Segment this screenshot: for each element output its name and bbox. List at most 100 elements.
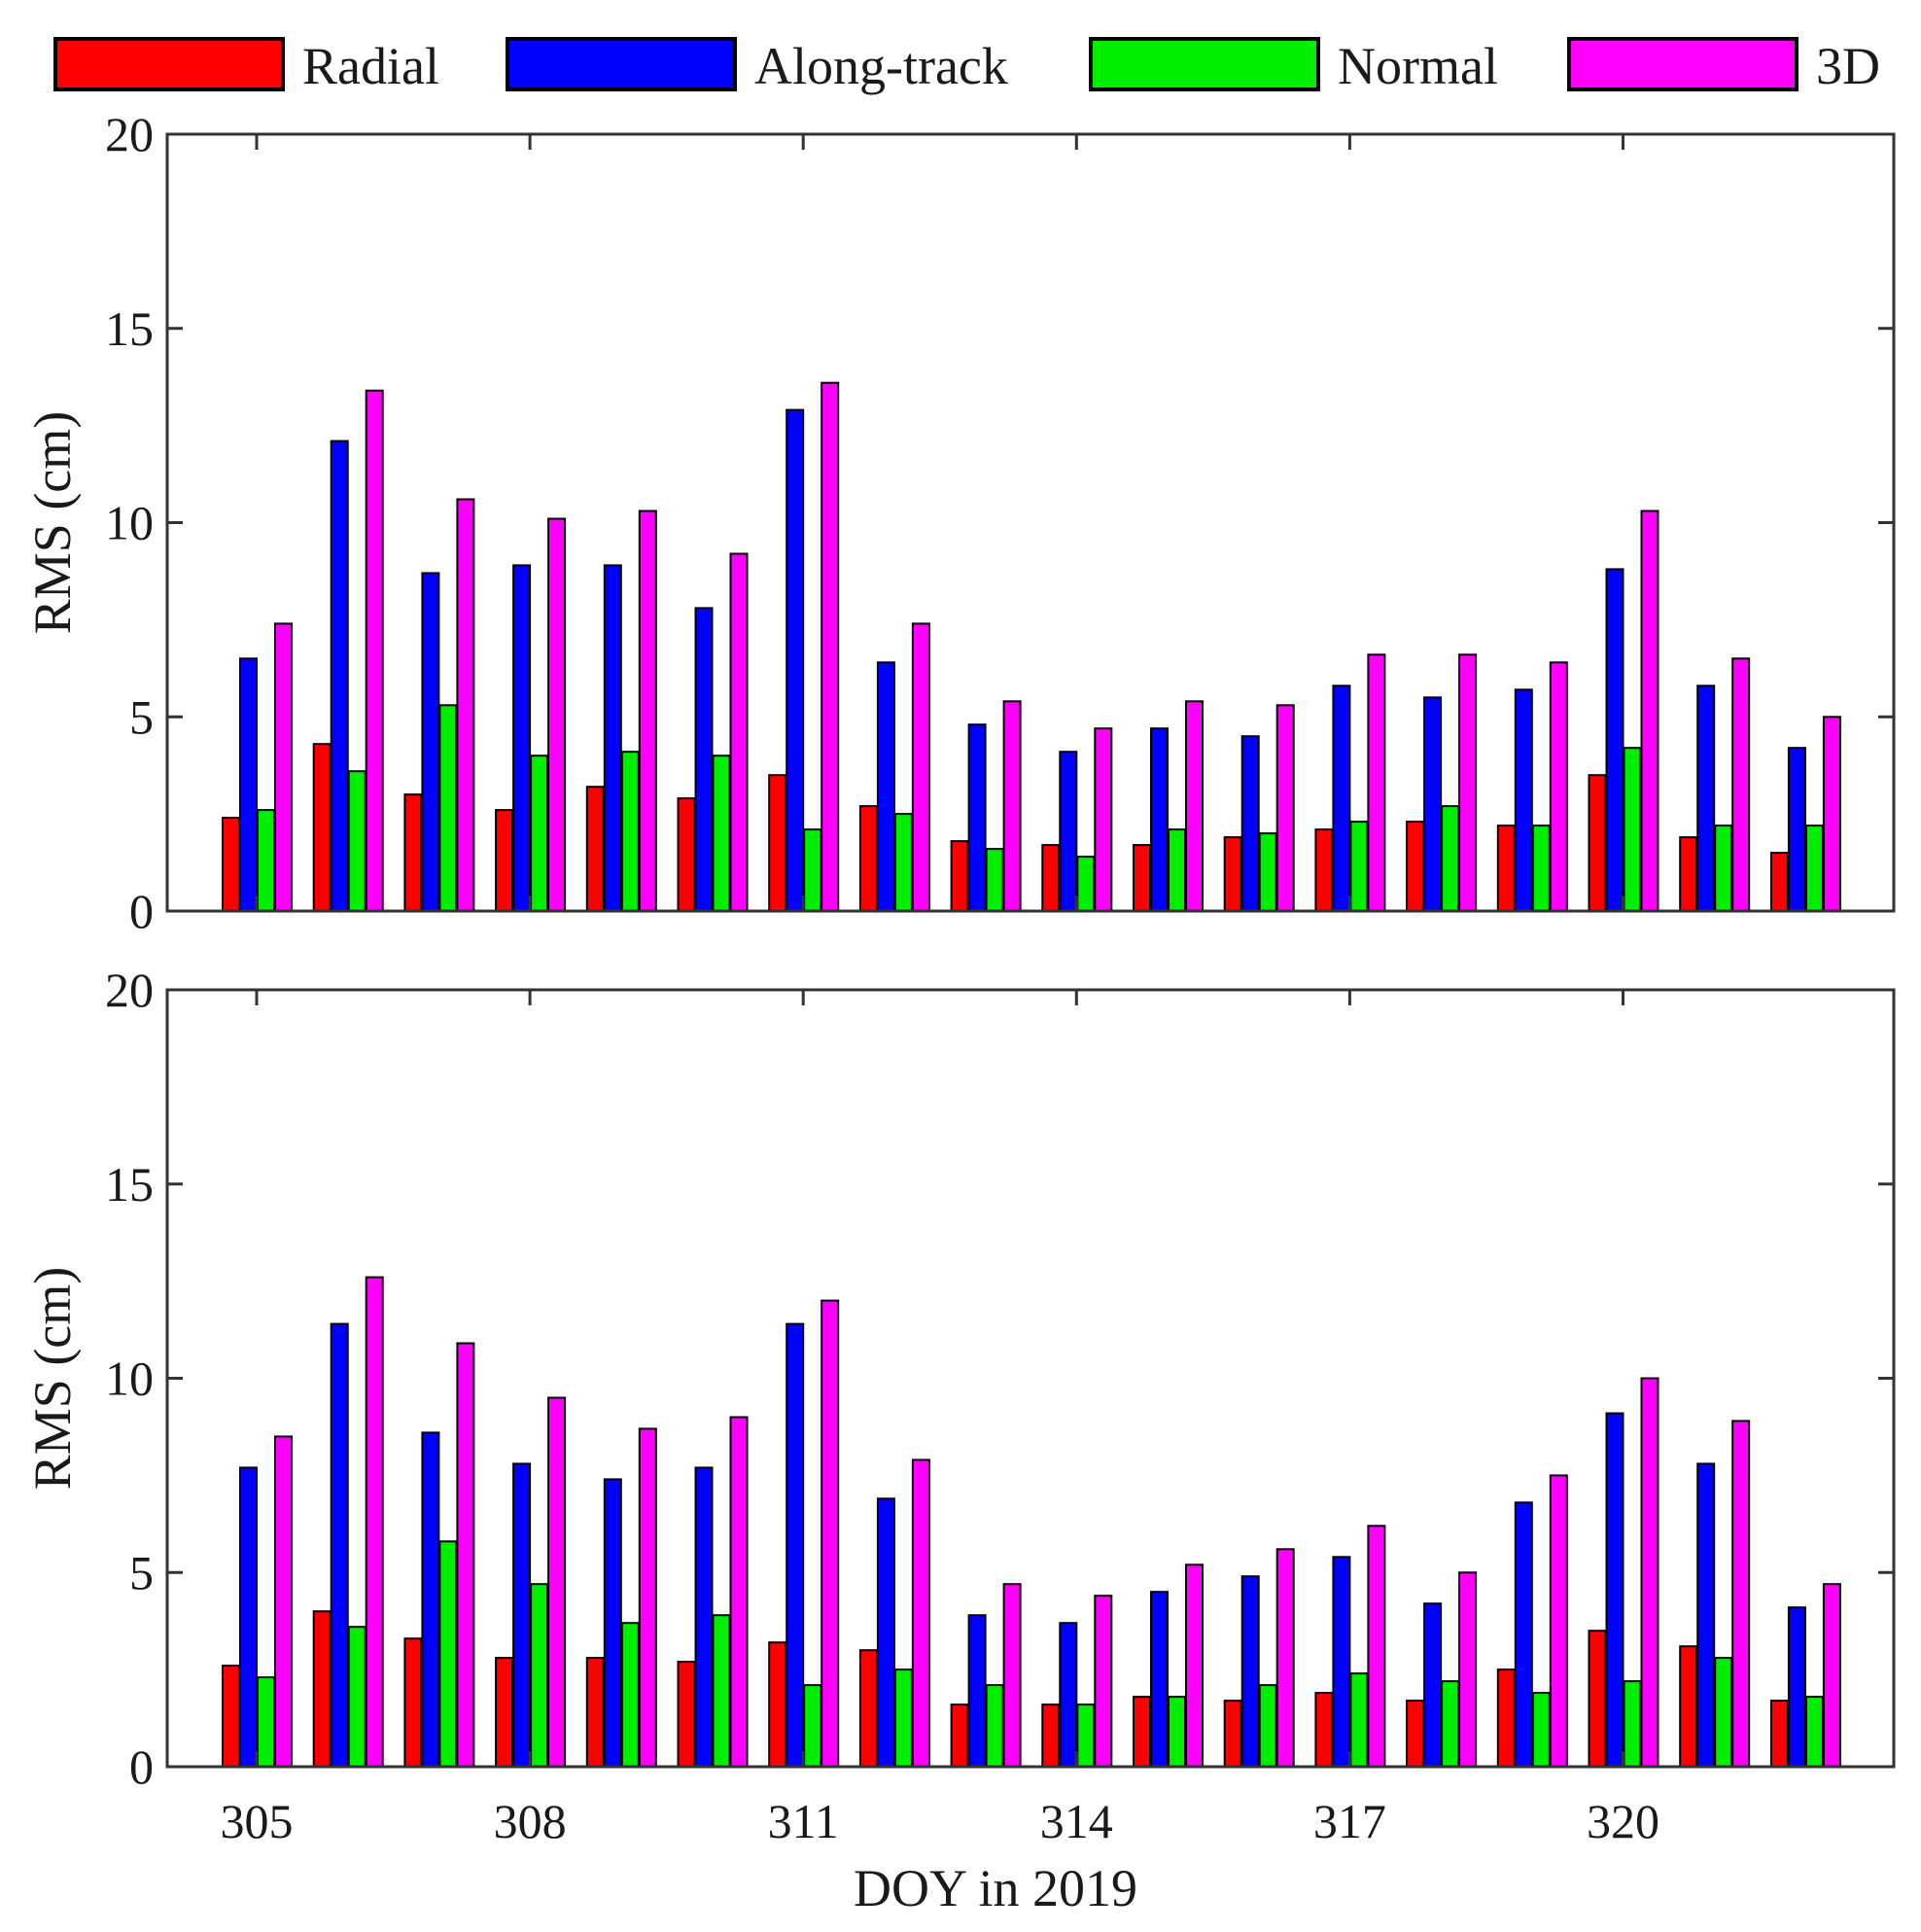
bar [547, 1396, 567, 1768]
bar [1804, 825, 1824, 912]
bar [729, 1416, 749, 1768]
y-tick-label: 5 [129, 1545, 154, 1599]
bar [1406, 821, 1425, 912]
bar [1258, 1684, 1277, 1768]
bar [421, 572, 440, 913]
bar [694, 607, 714, 913]
bar [1168, 828, 1186, 912]
bar [1588, 1630, 1607, 1768]
x-tick-label: 314 [1040, 1794, 1113, 1848]
bar [1223, 836, 1242, 912]
bar [1185, 1563, 1204, 1769]
bar [456, 1342, 475, 1768]
bar [1696, 685, 1716, 912]
bar [1769, 1700, 1789, 1768]
bar [1406, 1700, 1425, 1768]
bar [512, 564, 532, 913]
bar [1059, 1622, 1078, 1768]
bar [1696, 1462, 1716, 1769]
x-tick-label: 305 [221, 1794, 294, 1848]
bar [257, 1676, 275, 1768]
legend-label-radial: Radial [302, 37, 439, 95]
bar [1258, 832, 1277, 912]
bar [712, 755, 731, 913]
bar [1769, 852, 1789, 912]
bar [1496, 825, 1516, 912]
legend-label-normal: Normal [1338, 37, 1498, 95]
bar [530, 1583, 549, 1768]
bar [729, 552, 749, 912]
series-3d [274, 381, 1841, 913]
bar [858, 1649, 878, 1768]
bar [803, 828, 822, 912]
bar [421, 1431, 440, 1769]
bar [239, 1466, 258, 1769]
bar [495, 809, 514, 912]
bar [347, 1626, 367, 1768]
legend-swatch-radial [53, 37, 285, 91]
bar [1804, 1696, 1824, 1768]
bar [1275, 1548, 1295, 1769]
x-tick-label: 311 [768, 1794, 839, 1848]
bar [821, 1299, 840, 1768]
y-tick-label: 10 [105, 1352, 154, 1406]
bar [1531, 1692, 1551, 1768]
bar [1549, 1474, 1568, 1769]
legend-swatch-along-track [506, 37, 737, 91]
bar [547, 517, 567, 912]
bar [1514, 688, 1533, 912]
bar [1150, 727, 1169, 913]
series-normal [257, 1540, 1824, 1769]
bar [403, 793, 423, 912]
bar [1822, 1583, 1841, 1768]
bar [1496, 1669, 1516, 1768]
bar [1041, 1704, 1061, 1768]
bar [495, 1657, 514, 1768]
legend-label-along-track: Along-track [754, 37, 1008, 95]
y-tick-label: 10 [105, 496, 154, 550]
bar [1185, 700, 1204, 912]
legend-item-along-track: Along-track [506, 37, 1008, 95]
bar [1332, 685, 1351, 912]
series-along-track [239, 408, 1806, 913]
bar [1714, 825, 1733, 912]
bar [1223, 1700, 1242, 1768]
bar [438, 1540, 458, 1769]
bar [1458, 653, 1478, 912]
bar [985, 848, 1004, 912]
bar [1168, 1696, 1186, 1768]
bar [876, 1497, 895, 1769]
bar [1514, 1501, 1533, 1769]
bar [1367, 1525, 1386, 1769]
bar [239, 657, 258, 912]
bar [1441, 805, 1460, 912]
bar [585, 786, 605, 913]
bar [530, 755, 549, 913]
bar [893, 813, 913, 912]
bar [893, 1669, 913, 1768]
bar [1822, 716, 1841, 913]
bar [1076, 856, 1096, 912]
bar [257, 809, 275, 912]
bar [1423, 696, 1443, 912]
bar [1349, 1672, 1369, 1768]
bar [403, 1637, 423, 1768]
bar [768, 774, 787, 913]
x-axis-title: DOY in 2019 [854, 1859, 1137, 1917]
legend-swatch-3d [1567, 37, 1799, 91]
bar [1640, 1377, 1659, 1768]
bar [1332, 1556, 1351, 1769]
bar [365, 1276, 384, 1768]
y-tick-label: 0 [129, 884, 154, 938]
x-tick-label: 317 [1313, 1794, 1386, 1848]
x-tick-label: 320 [1587, 1794, 1659, 1848]
bar [786, 1322, 805, 1768]
bar [1133, 1696, 1151, 1768]
bar [1133, 844, 1151, 912]
bar [1041, 844, 1061, 912]
bar [1731, 657, 1751, 912]
bar [330, 1322, 349, 1768]
bar [950, 1704, 969, 1768]
bar [1002, 1583, 1022, 1768]
bar [1314, 828, 1334, 912]
